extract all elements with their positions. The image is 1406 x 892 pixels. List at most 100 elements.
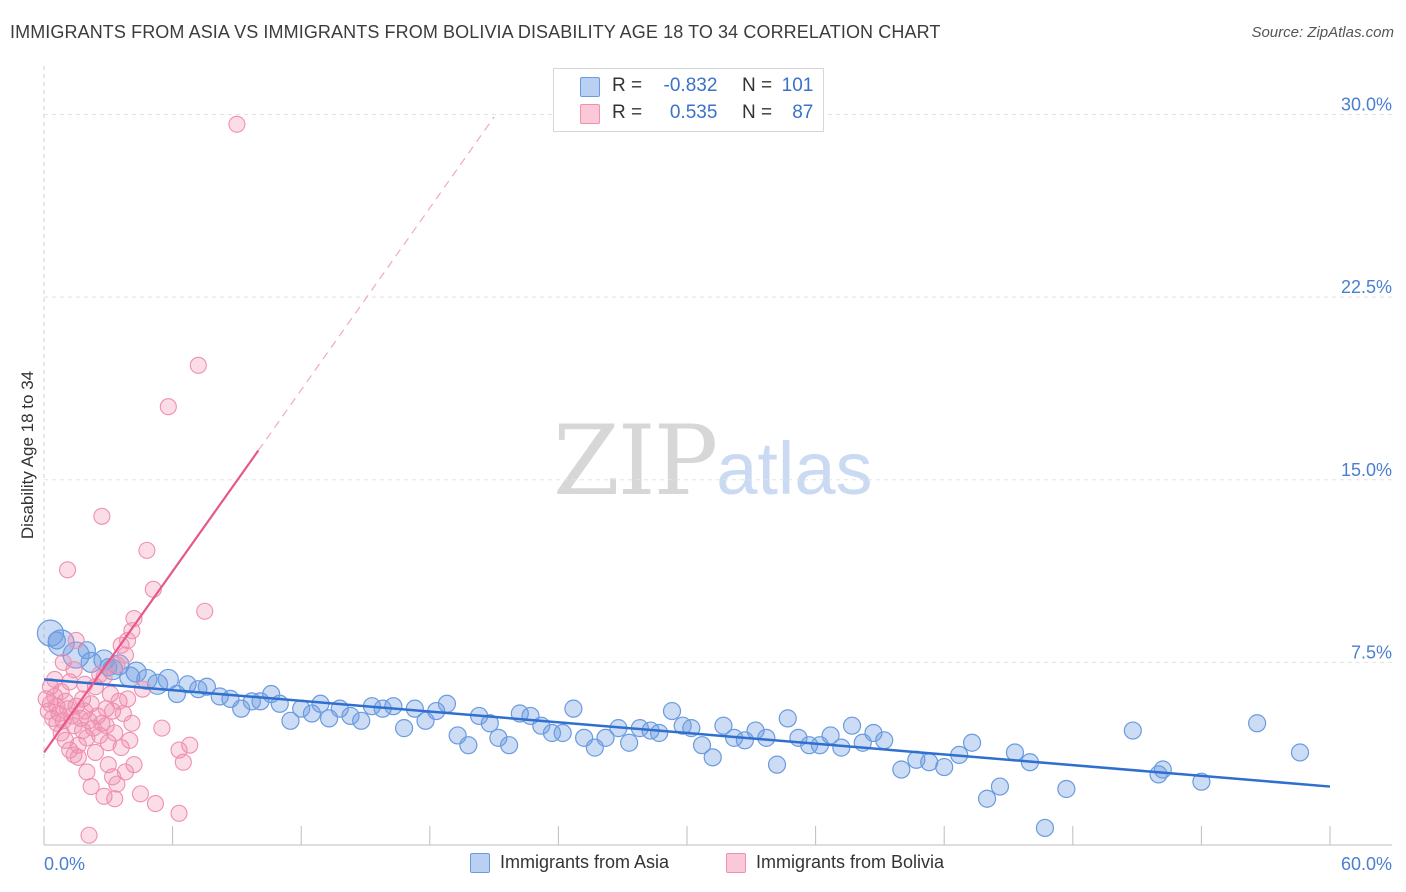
data-point-asia: [210, 687, 229, 706]
data-point-asia: [1248, 714, 1267, 733]
data-point-bolivia: [48, 697, 66, 715]
data-point-asia: [459, 736, 478, 755]
data-point-bolivia: [106, 724, 124, 742]
y-tick-label: 22.5%: [1341, 277, 1392, 297]
tick-labels: 7.5% 15.0% 22.5% 30.0% 0.0% 60.0%: [44, 95, 1392, 874]
data-point-asia: [778, 709, 797, 728]
y-tick-label: 30.0%: [1341, 95, 1392, 115]
data-point-bolivia: [80, 826, 98, 844]
data-point-asia: [935, 757, 954, 777]
data-point-asia: [1057, 779, 1076, 799]
data-point-bolivia: [123, 714, 141, 732]
data-point-asia: [990, 777, 1010, 796]
data-point-asia: [620, 733, 639, 752]
data-point-asia: [864, 723, 883, 743]
data-point-asia: [920, 753, 939, 772]
data-point-bolivia: [104, 702, 122, 720]
legend-n-value: 101: [781, 75, 814, 96]
data-point-bolivia: [121, 731, 139, 749]
data-point-asia: [692, 736, 712, 755]
data-point-asia: [125, 661, 147, 683]
data-point-asia: [437, 694, 457, 713]
data-point-asia: [714, 716, 733, 735]
x-tick-label: 60.0%: [1341, 854, 1392, 874]
y-tick-label: 15.0%: [1341, 460, 1392, 480]
data-point-bolivia: [99, 734, 117, 752]
data-point-bolivia: [116, 763, 134, 781]
data-point-bolivia: [146, 795, 165, 813]
data-point-asia: [384, 697, 403, 716]
data-point-asia: [832, 738, 851, 757]
series-legend-swatch-asia: [470, 853, 490, 873]
data-point-asia: [662, 701, 682, 721]
watermark-zip: ZIP: [553, 405, 718, 517]
legend-n-value: 87: [792, 102, 814, 123]
data-point-bolivia: [138, 541, 156, 559]
data-point-asia: [197, 677, 216, 696]
legend-text-asia: R = -0.832 N = 101: [612, 75, 813, 97]
data-point-bolivia: [95, 787, 113, 805]
data-point-asia: [875, 731, 894, 750]
data-point-asia: [352, 711, 371, 730]
data-point-asia: [553, 723, 572, 743]
data-point-asia: [1005, 743, 1025, 762]
data-point-bolivia: [67, 631, 85, 650]
data-point-bolivia: [174, 753, 192, 771]
data-point-asia: [962, 733, 982, 752]
trend-line-bolivia-extension: [257, 116, 495, 451]
watermark-atlas: atlas: [716, 427, 873, 510]
data-point-bolivia: [82, 778, 100, 796]
data-point-asia: [564, 699, 583, 718]
data-point-bolivia: [181, 736, 199, 754]
data-point-bolivia: [108, 775, 126, 793]
data-point-asia: [480, 714, 499, 733]
data-point-asia: [1290, 743, 1310, 762]
data-point-bolivia: [106, 790, 124, 808]
data-point-asia: [767, 755, 787, 774]
correlation-legend: R = -0.832 N = 101 R = 0.535 N = 87: [553, 68, 824, 132]
data-point-asia: [842, 716, 862, 735]
data-point-bolivia: [78, 763, 96, 781]
data-point-bolivia: [93, 507, 111, 525]
data-point-asia: [62, 641, 90, 669]
trend-line-asia: [43, 678, 1331, 788]
series-legend-label-bolivia: Immigrants from Bolivia: [756, 852, 945, 872]
data-point-bolivia: [119, 631, 137, 650]
legend-swatch-asia: [580, 77, 600, 97]
legend-row-bolivia: R = 0.535 N = 87: [554, 101, 823, 127]
data-point-bolivia: [59, 561, 77, 579]
data-point-asia: [650, 723, 669, 743]
legend-row-asia: R = -0.832 N = 101: [554, 74, 823, 100]
data-point-asia: [542, 723, 562, 743]
legend-n-label: N =: [741, 75, 773, 96]
legend-swatch-bolivia: [580, 104, 600, 124]
series-legend: Immigrants from Asia Immigrants from Bol…: [0, 851, 1406, 879]
data-point-asia: [47, 631, 66, 650]
data-point-bolivia: [78, 729, 96, 747]
trend-line-bolivia: [43, 449, 260, 754]
chart-title: IMMIGRANTS FROM ASIA VS IMMIGRANTS FROM …: [10, 22, 941, 42]
data-point-bolivia: [108, 656, 126, 674]
legend-r-value: 0.535: [669, 102, 718, 123]
data-point-bolivia: [86, 743, 104, 762]
series-legend-swatch-bolivia: [726, 853, 746, 873]
data-point-bolivia: [112, 739, 130, 757]
legend-r-label: R =: [612, 75, 643, 96]
y-tick-label: 7.5%: [1351, 642, 1392, 662]
data-point-bolivia: [153, 719, 171, 737]
data-point-asia: [178, 675, 197, 694]
data-point-asia: [977, 789, 997, 808]
data-point-asia: [232, 699, 251, 718]
series-bolivia-points: [37, 115, 246, 844]
legend-text-bolivia: R = 0.535 N = 87: [612, 102, 813, 124]
watermark: ZIPatlas: [553, 405, 873, 517]
data-point-bolivia: [119, 690, 137, 708]
data-point-bolivia: [159, 398, 177, 416]
data-point-bolivia: [189, 356, 207, 374]
data-point-asia: [394, 719, 414, 738]
legend-n-label: N =: [741, 102, 773, 123]
data-point-asia: [136, 668, 158, 691]
data-point-bolivia: [131, 785, 149, 803]
data-point-asia: [596, 728, 615, 747]
